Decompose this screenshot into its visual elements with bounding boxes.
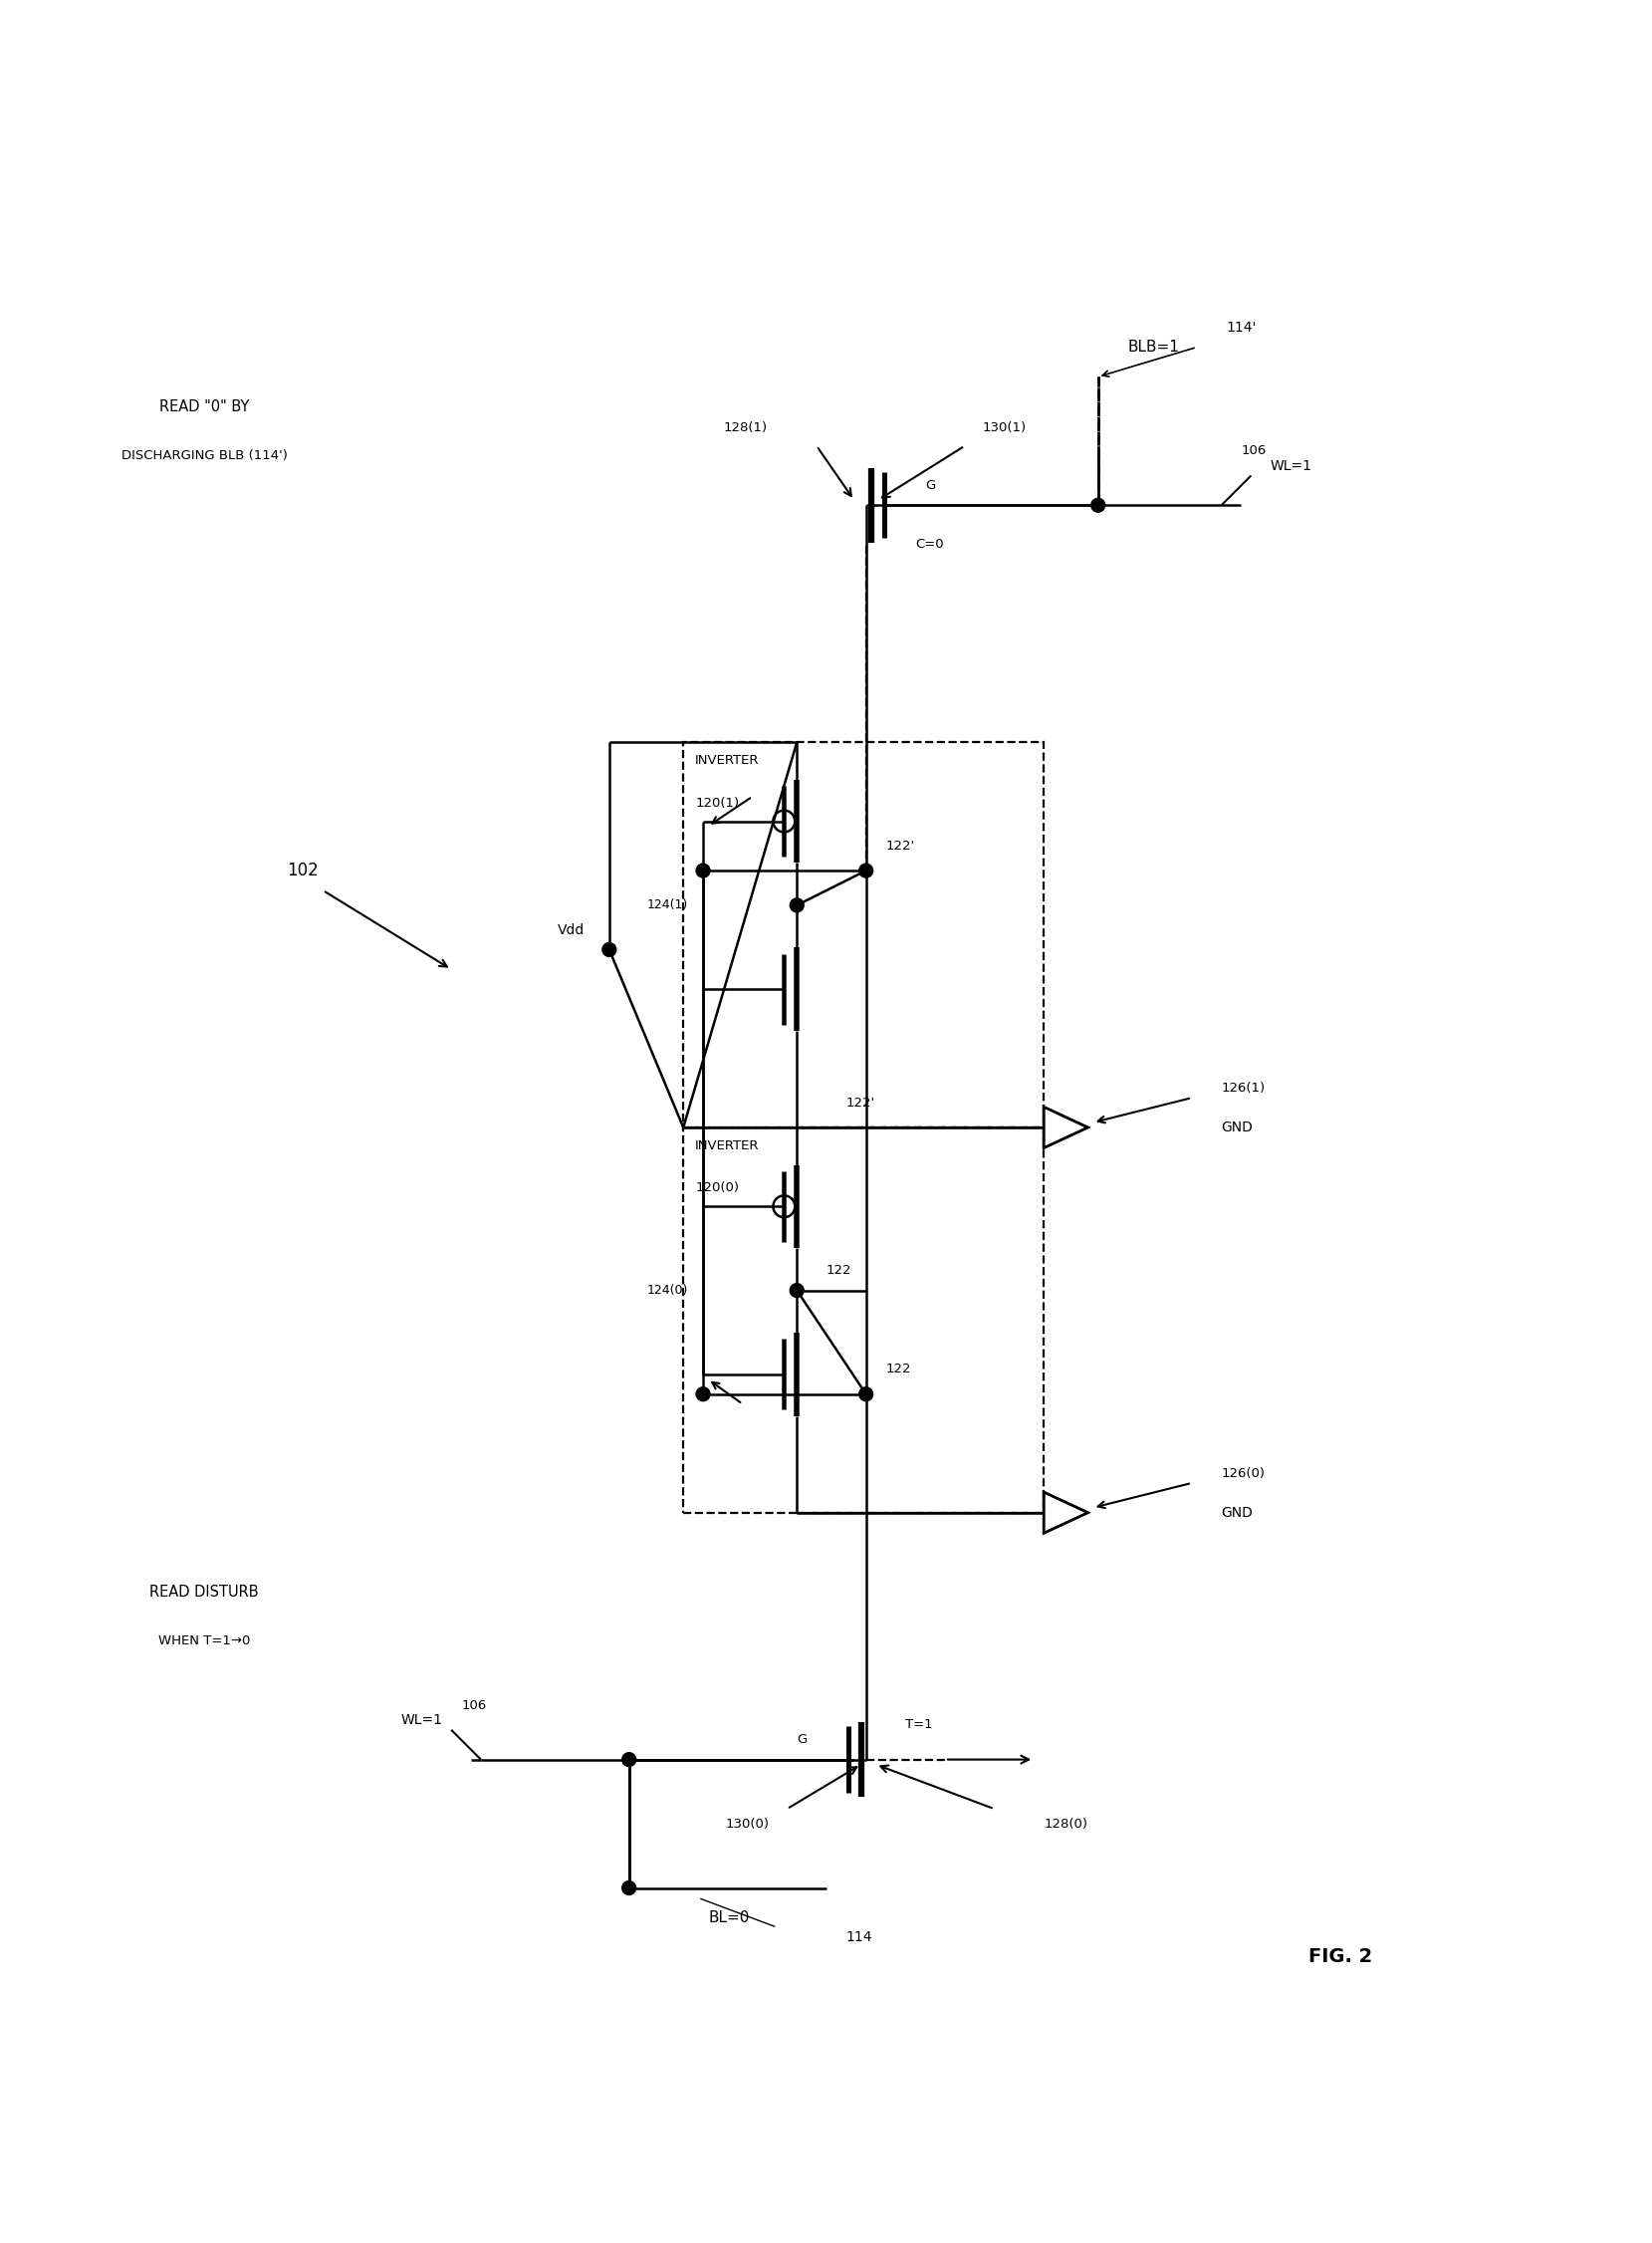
Text: 128(0): 128(0): [1044, 1817, 1087, 1830]
Text: 114': 114': [1226, 321, 1257, 334]
Text: 122': 122': [846, 1097, 876, 1110]
Text: WHEN T=1→0: WHEN T=1→0: [159, 1635, 251, 1649]
Text: READ "0" BY: READ "0" BY: [159, 399, 249, 415]
Text: WL=1: WL=1: [1270, 460, 1312, 473]
Text: 128(1): 128(1): [724, 422, 767, 435]
Text: 122: 122: [885, 1364, 912, 1375]
Text: READ DISTURB: READ DISTURB: [150, 1584, 259, 1599]
Text: 106: 106: [1241, 444, 1267, 458]
Text: Vdd: Vdd: [557, 922, 585, 938]
Text: 126(1): 126(1): [1221, 1081, 1265, 1095]
Text: INVERTER: INVERTER: [695, 754, 760, 767]
Text: GND: GND: [1221, 1505, 1254, 1519]
Circle shape: [790, 1283, 805, 1296]
Circle shape: [695, 864, 710, 877]
Circle shape: [859, 1386, 872, 1402]
Bar: [684, 1128, 1044, 1512]
Text: 106: 106: [461, 1698, 486, 1711]
Circle shape: [623, 1882, 636, 1895]
Text: 126(0): 126(0): [1221, 1467, 1265, 1480]
Text: C=0: C=0: [915, 538, 943, 552]
Circle shape: [603, 942, 616, 956]
Circle shape: [695, 1386, 710, 1402]
Circle shape: [859, 864, 872, 877]
Text: GND: GND: [1221, 1122, 1254, 1135]
Text: 124(1): 124(1): [648, 899, 689, 911]
Text: 130(0): 130(0): [725, 1817, 770, 1830]
Bar: [684, 742, 1044, 1128]
Text: G: G: [796, 1734, 806, 1747]
Circle shape: [623, 1752, 636, 1767]
Text: 122': 122': [885, 839, 915, 852]
Text: G: G: [925, 480, 935, 491]
Text: INVERTER: INVERTER: [695, 1139, 760, 1153]
Text: WL=1: WL=1: [401, 1714, 443, 1727]
Text: BLB=1: BLB=1: [1128, 339, 1180, 354]
Text: 102: 102: [287, 861, 319, 879]
Text: FIG. 2: FIG. 2: [1308, 1947, 1371, 1967]
Text: 120(0): 120(0): [695, 1182, 738, 1196]
Text: 122: 122: [826, 1265, 852, 1276]
Text: 124(0): 124(0): [648, 1283, 689, 1296]
Circle shape: [1090, 498, 1105, 511]
Text: DISCHARGING BLB (114'): DISCHARGING BLB (114'): [121, 449, 287, 462]
Text: BL=0: BL=0: [709, 1911, 750, 1924]
Text: T=1: T=1: [905, 1718, 933, 1732]
Text: 114: 114: [846, 1931, 872, 1945]
Circle shape: [790, 897, 805, 913]
Text: 120(1): 120(1): [695, 796, 738, 810]
Text: 130(1): 130(1): [983, 422, 1026, 435]
